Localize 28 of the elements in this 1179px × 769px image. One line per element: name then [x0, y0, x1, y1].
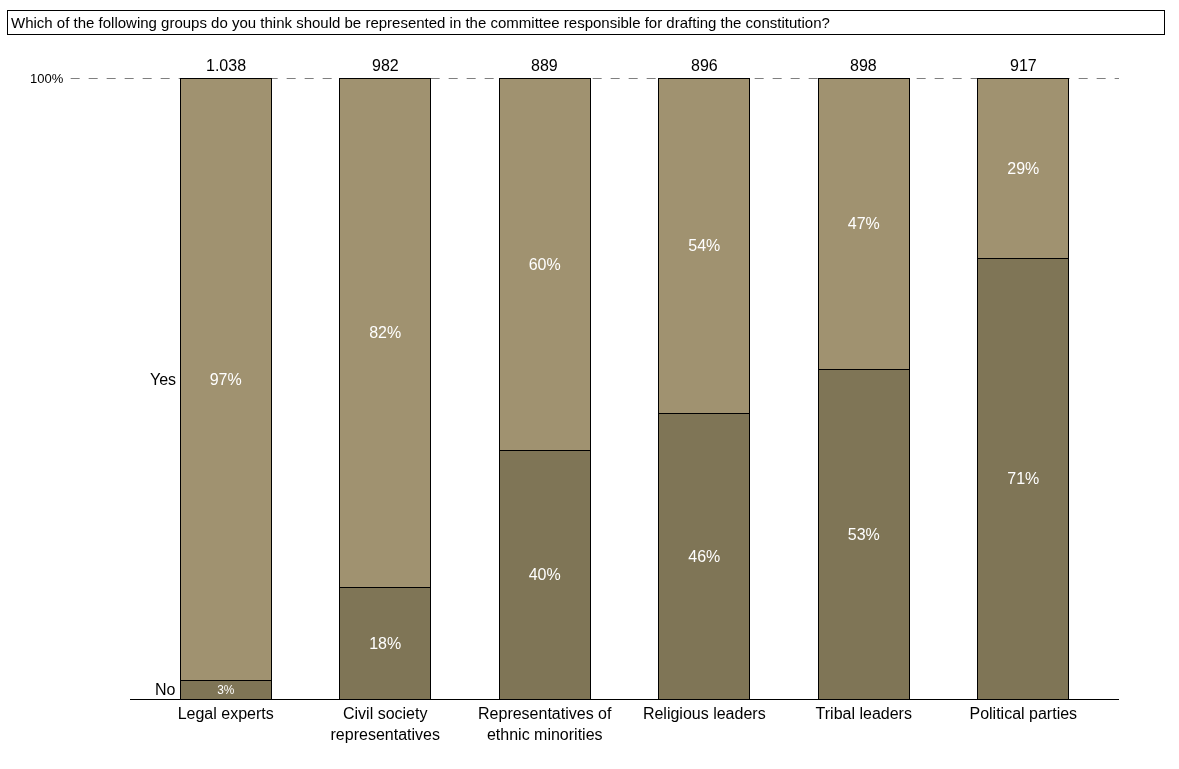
data-label: 97% — [209, 370, 242, 388]
data-label: 29% — [1007, 159, 1040, 177]
series-label: No — [155, 681, 176, 698]
x-tick-label: Tribal leaders — [815, 705, 912, 723]
annotation: 896 — [691, 57, 718, 74]
x-tick-label: Civil society representatives — [330, 705, 440, 743]
ref-line-label: 100% — [30, 71, 64, 86]
annotation: 982 — [372, 57, 399, 74]
data-label: 60% — [528, 255, 561, 273]
annotation: 898 — [850, 57, 877, 74]
series-label: Yes — [150, 371, 177, 388]
x-tick-label: Religious leaders — [642, 705, 766, 723]
annotation: 1.038 — [206, 57, 247, 74]
data-label: 46% — [688, 547, 721, 565]
annotation: 889 — [531, 57, 558, 74]
data-label: 82% — [369, 324, 402, 342]
annotation: 917 — [1010, 57, 1037, 74]
x-tick-label: Representatives of ethnic minorities — [478, 705, 612, 743]
x-tick-label: Legal experts — [177, 705, 274, 723]
data-label: 47% — [847, 215, 880, 233]
data-label: 40% — [528, 566, 561, 584]
data-label: 71% — [1007, 470, 1040, 488]
data-label: 53% — [847, 525, 880, 543]
data-label: 3% — [217, 682, 235, 697]
data-label: 18% — [369, 634, 402, 652]
chart-title: Which of the following groups do you think should be represented in the committee responsible for drafting the constitution? — [11, 14, 830, 31]
x-tick-label: Political parties — [969, 705, 1078, 723]
data-label: 54% — [688, 237, 721, 255]
